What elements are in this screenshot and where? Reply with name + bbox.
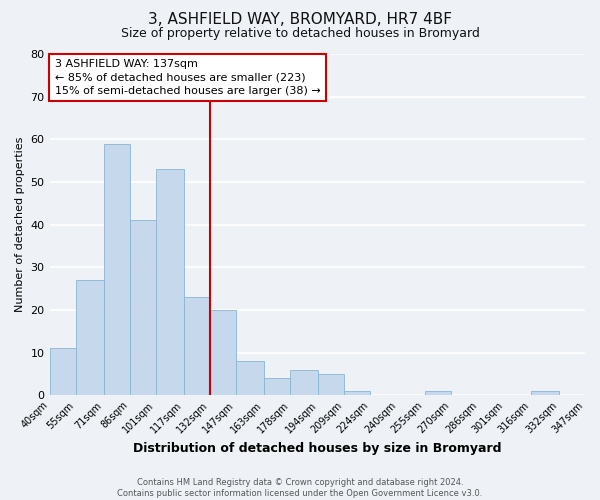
Bar (425, 391, 451, 395)
Y-axis label: Number of detached properties: Number of detached properties (15, 137, 25, 312)
X-axis label: Distribution of detached houses by size in Bromyard: Distribution of detached houses by size … (133, 442, 502, 455)
Text: 3, ASHFIELD WAY, BROMYARD, HR7 4BF: 3, ASHFIELD WAY, BROMYARD, HR7 4BF (148, 12, 452, 28)
Bar (264, 378, 290, 395)
Bar (318, 374, 344, 395)
Bar (210, 310, 236, 395)
Bar (104, 144, 130, 395)
Bar (130, 220, 156, 395)
Bar (236, 361, 264, 395)
Bar (76, 280, 104, 395)
Text: Size of property relative to detached houses in Bromyard: Size of property relative to detached ho… (121, 28, 479, 40)
Text: Contains HM Land Registry data © Crown copyright and database right 2024.
Contai: Contains HM Land Registry data © Crown c… (118, 478, 482, 498)
Bar (184, 297, 210, 395)
Bar (290, 370, 318, 395)
Bar (344, 391, 370, 395)
Bar (531, 391, 559, 395)
Bar (50, 348, 76, 395)
Bar (156, 169, 184, 395)
Text: 3 ASHFIELD WAY: 137sqm
← 85% of detached houses are smaller (223)
15% of semi-de: 3 ASHFIELD WAY: 137sqm ← 85% of detached… (55, 59, 320, 96)
